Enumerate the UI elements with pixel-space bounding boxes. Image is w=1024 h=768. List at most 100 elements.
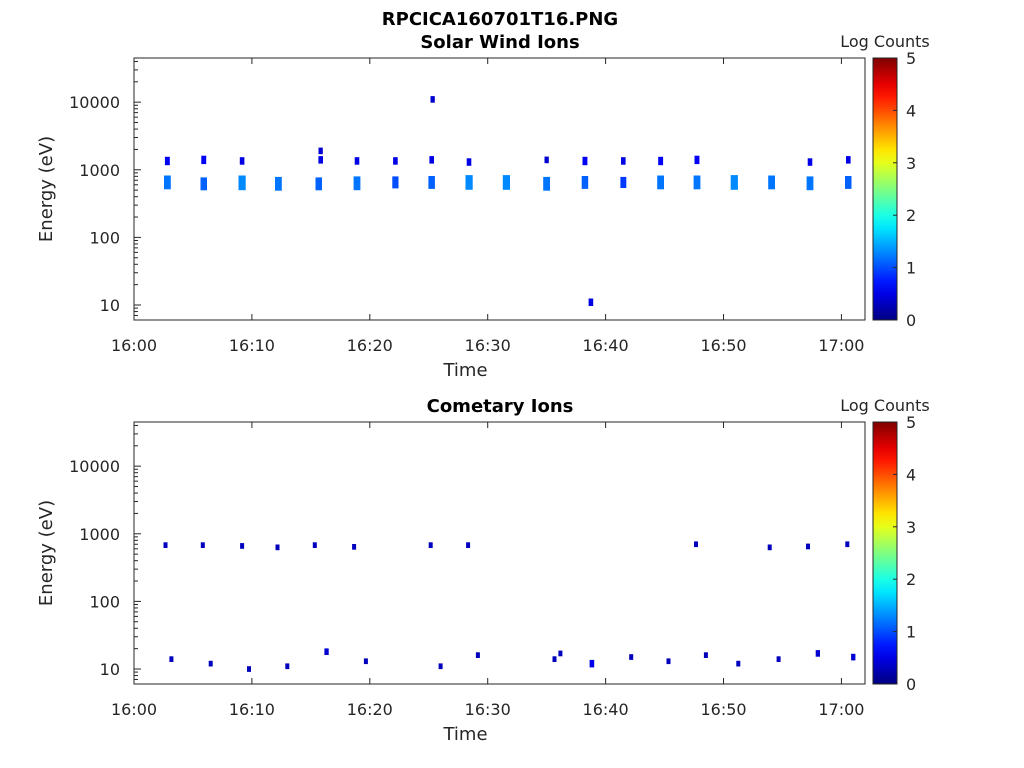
data-pixel — [164, 175, 171, 190]
data-pixel — [466, 158, 472, 166]
x-tick-label: 16:00 — [111, 700, 157, 719]
colorbar-tick-label: 4 — [906, 465, 916, 484]
x-tick-label: 16:20 — [347, 700, 393, 719]
x-tick-label: 16:10 — [229, 700, 275, 719]
data-pixel — [582, 156, 588, 166]
panel-solar-wind-ions: 16:00 16:10 16:20 16:30 16:40 16:50 17:0010100… — [36, 32, 930, 381]
data-pixel — [318, 147, 323, 155]
colorbar-tick-label: 1 — [906, 259, 916, 278]
panel-title: Solar Wind Ions — [420, 32, 579, 53]
data-pixel — [315, 177, 322, 191]
data-pixel — [703, 652, 708, 658]
data-pixel — [846, 156, 851, 164]
data-pixel — [429, 156, 434, 164]
data-pixel — [620, 176, 627, 188]
colorbar — [872, 57, 898, 321]
data-pixel — [845, 176, 852, 189]
data-pixel — [694, 155, 700, 165]
data-pixel — [428, 176, 435, 189]
x-tick-label: 16:00 — [111, 336, 157, 355]
data-pixel — [438, 663, 443, 670]
data-pixel — [552, 656, 557, 662]
data-pixel — [466, 542, 471, 548]
colorbar-label: Log Counts — [840, 32, 930, 51]
panel-cometary-ions: 16:00 16:10 16:20 16:30 16:40 16:50 17:0010100… — [36, 396, 930, 745]
x-tick-label: 16:10 — [229, 336, 275, 355]
data-pixel — [694, 541, 698, 548]
data-pixel — [353, 176, 361, 191]
y-axis-label: Energy (eV) — [36, 500, 57, 606]
data-pixel — [275, 176, 282, 191]
data-pixel — [392, 176, 399, 189]
x-tick-label: 16:40 — [583, 700, 629, 719]
y-tick-label: 1000 — [79, 161, 120, 180]
colorbar-tick-label: 3 — [906, 518, 916, 537]
data-pixel — [318, 156, 323, 164]
colorbar-tick-label: 0 — [906, 675, 916, 694]
y-tick-label: 10 — [100, 296, 120, 315]
x-tick-label: 16:50 — [700, 336, 746, 355]
data-pixel — [285, 663, 290, 670]
data-pixel — [475, 652, 480, 658]
data-pixel — [163, 542, 168, 548]
x-axis-label: Time — [442, 724, 487, 745]
y-axis-label: Energy (eV) — [36, 136, 57, 242]
data-pixel — [275, 544, 280, 551]
y-tick-label: 10000 — [69, 93, 120, 112]
x-tick-label: 17:00 — [818, 336, 864, 355]
x-axis-label: Time — [442, 360, 487, 381]
x-tick-label: 16:50 — [700, 700, 746, 719]
data-marks — [163, 541, 856, 672]
data-pixel — [543, 176, 550, 191]
data-pixel — [589, 659, 595, 668]
data-pixel — [851, 653, 856, 661]
x-tick-label: 16:20 — [347, 336, 393, 355]
data-pixel — [240, 543, 245, 549]
x-tick-label: 17:00 — [818, 700, 864, 719]
data-marks — [164, 96, 852, 306]
data-pixel — [465, 175, 473, 190]
colorbar-tick-label: 5 — [906, 413, 916, 432]
data-pixel — [247, 666, 251, 672]
data-pixel — [657, 175, 664, 190]
colorbar-tick-label: 2 — [906, 570, 916, 589]
y-tick-label: 10 — [100, 660, 120, 679]
data-pixel — [730, 175, 738, 190]
data-pixel — [352, 544, 357, 550]
x-tick-label: 16:40 — [583, 336, 629, 355]
x-tick-label: 16:30 — [465, 700, 511, 719]
panel-title: Cometary Ions — [427, 396, 574, 417]
colorbar-tick-label: 0 — [906, 311, 916, 330]
data-pixel — [621, 157, 626, 165]
data-pixel — [200, 177, 207, 191]
data-pixel — [807, 158, 813, 166]
data-pixel — [363, 658, 368, 665]
data-pixel — [428, 542, 433, 548]
data-pixel — [776, 656, 781, 662]
data-pixel — [430, 96, 435, 103]
data-pixel — [693, 175, 701, 190]
data-pixel — [200, 542, 205, 548]
data-pixel — [208, 660, 213, 667]
figure-title: RPCICA160701T16.PNG — [382, 9, 618, 30]
data-pixel — [164, 156, 170, 166]
plot-area — [133, 57, 866, 321]
data-pixel — [502, 175, 510, 190]
data-pixel — [806, 176, 814, 191]
data-pixel — [815, 650, 820, 657]
colorbar-tick-label: 2 — [906, 206, 916, 225]
data-pixel — [767, 544, 772, 551]
y-tick-label: 100 — [89, 228, 120, 247]
data-pixel — [806, 543, 810, 550]
data-pixel — [845, 541, 850, 548]
data-pixel — [588, 298, 594, 306]
colorbar-tick-label: 4 — [906, 101, 916, 120]
y-tick-label: 100 — [89, 592, 120, 611]
data-pixel — [169, 656, 174, 662]
data-pixel — [201, 155, 207, 165]
data-pixel — [558, 650, 563, 657]
colorbar — [872, 421, 898, 685]
colorbar-tick-label: 1 — [906, 623, 916, 642]
colorbar-label: Log Counts — [840, 396, 930, 415]
